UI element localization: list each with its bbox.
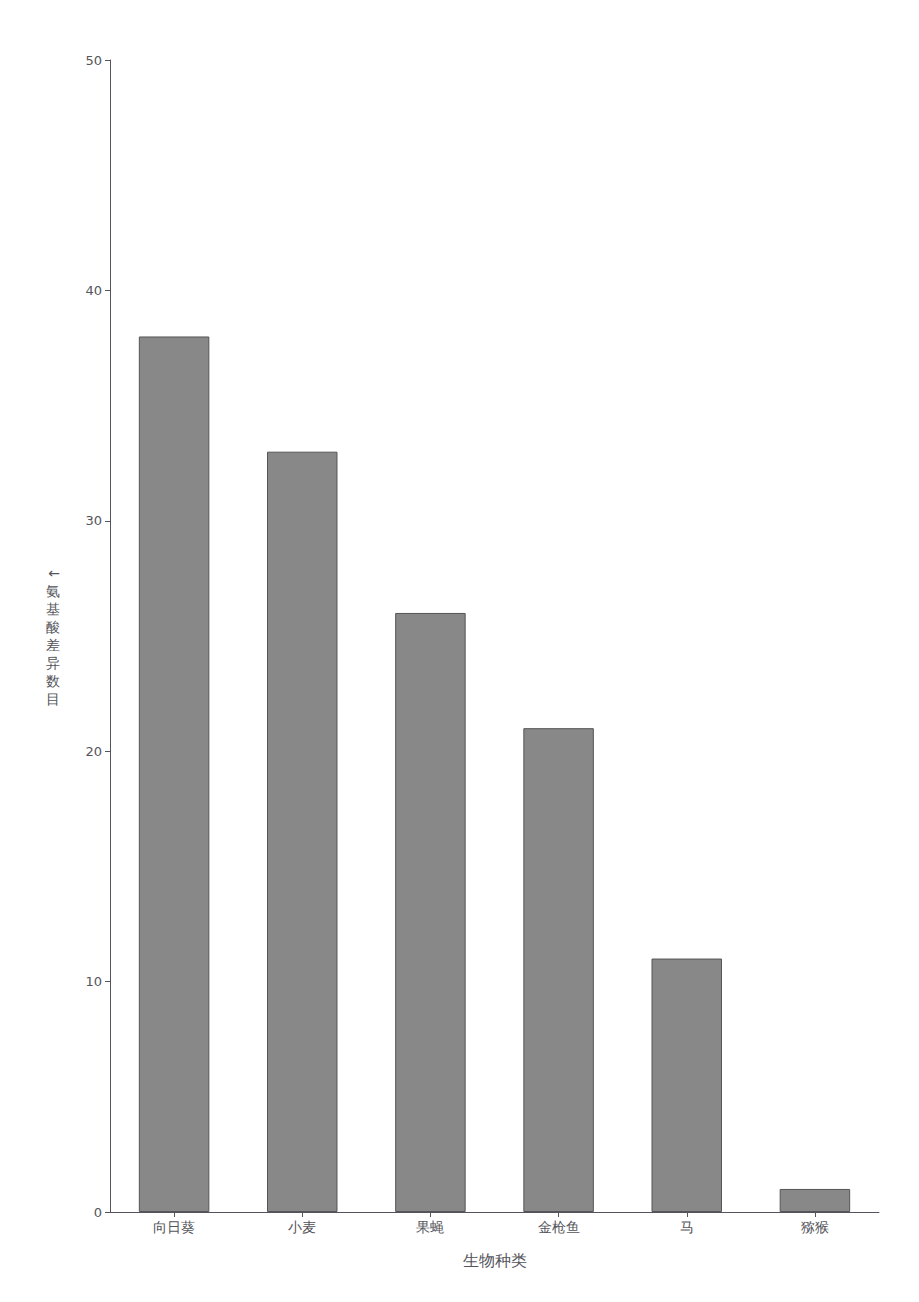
svg-text:0: 0 bbox=[94, 1205, 102, 1220]
svg-text:小麦: 小麦 bbox=[288, 1219, 316, 1235]
svg-text:20: 20 bbox=[85, 744, 102, 759]
svg-text:←: ← bbox=[48, 565, 60, 581]
svg-text:向日葵: 向日葵 bbox=[153, 1219, 195, 1235]
svg-text:目: 目 bbox=[46, 691, 60, 707]
svg-text:猕猴: 猕猴 bbox=[801, 1219, 829, 1235]
svg-text:异: 异 bbox=[46, 655, 60, 671]
svg-text:酸: 酸 bbox=[46, 619, 60, 635]
svg-text:30: 30 bbox=[85, 513, 102, 528]
svg-text:氨: 氨 bbox=[46, 583, 60, 599]
svg-text:10: 10 bbox=[85, 974, 102, 989]
svg-text:差: 差 bbox=[46, 637, 60, 653]
svg-text:生物种类: 生物种类 bbox=[463, 1251, 527, 1270]
svg-text:50: 50 bbox=[85, 53, 102, 68]
svg-text:金枪鱼: 金枪鱼 bbox=[538, 1219, 580, 1235]
svg-text:果蝇: 果蝇 bbox=[416, 1219, 444, 1235]
svg-text:40: 40 bbox=[85, 283, 102, 298]
svg-text:数: 数 bbox=[46, 673, 60, 689]
svg-text:基: 基 bbox=[46, 601, 60, 617]
svg-text:马: 马 bbox=[680, 1219, 694, 1235]
